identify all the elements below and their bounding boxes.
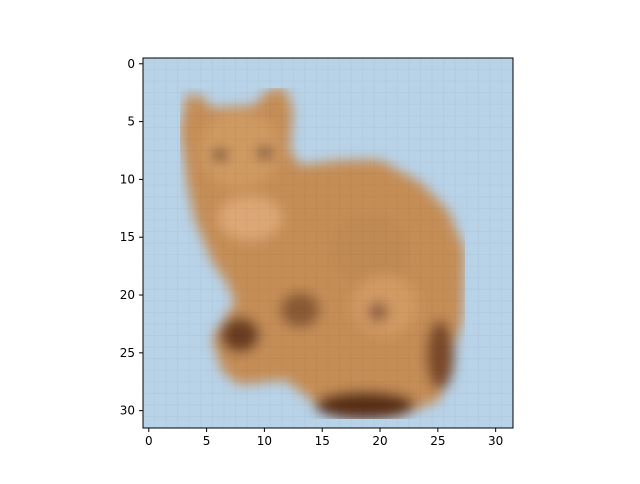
x-tick-label: 25	[430, 434, 445, 448]
y-axis: 0 5 10 15 20 25 30	[120, 57, 143, 418]
x-tick-label: 15	[315, 434, 330, 448]
y-tick-label: 5	[127, 115, 135, 129]
y-tick-label: 20	[120, 288, 135, 302]
y-tick-label: 15	[120, 230, 135, 244]
y-tick-label: 30	[120, 404, 135, 418]
x-tick-label: 10	[257, 434, 272, 448]
y-tick-label: 25	[120, 346, 135, 360]
y-tick-label: 10	[120, 172, 135, 186]
x-axis: 0 5 10 15 20 25 30	[145, 428, 503, 448]
axes-frame	[142, 57, 514, 429]
x-tick-label: 30	[488, 434, 503, 448]
cat-image	[143, 58, 513, 428]
x-tick-label: 20	[372, 434, 387, 448]
y-tick-label: 0	[127, 57, 135, 71]
x-tick-label: 5	[203, 434, 211, 448]
x-tick-label: 0	[145, 434, 153, 448]
